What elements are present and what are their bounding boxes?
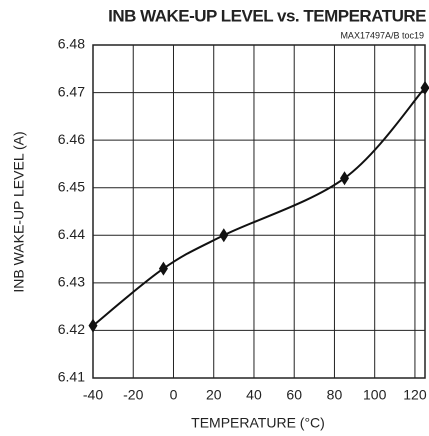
y-tick-label: 6.44 <box>58 226 85 242</box>
x-tick-label: -40 <box>83 387 103 403</box>
y-tick-label: 6.43 <box>58 274 85 290</box>
x-tick-label: 20 <box>206 387 222 403</box>
chart-subtitle: MAX17497A/B toc19 <box>340 30 424 40</box>
x-tick-label: 100 <box>363 387 387 403</box>
data-point <box>158 261 168 276</box>
data-point <box>219 228 229 243</box>
x-axis-label: TEMPERATURE (°C) <box>191 415 325 431</box>
plot-frame <box>92 44 426 379</box>
data-point <box>88 318 98 333</box>
y-tick-label: 6.46 <box>58 131 85 147</box>
x-tick-label: -20 <box>123 387 143 403</box>
x-tick-label: 80 <box>327 387 343 403</box>
y-tick-label: 6.47 <box>58 83 85 99</box>
x-tick-label: 60 <box>286 387 302 403</box>
y-tick-label: 6.45 <box>58 178 85 194</box>
chart-title: INB WAKE-UP LEVEL vs. TEMPERATURE <box>108 6 426 25</box>
y-tick-label: 6.42 <box>58 321 85 337</box>
y-tick-label: 6.41 <box>58 369 85 385</box>
x-tick-label: 40 <box>246 387 262 403</box>
data-point <box>420 80 429 95</box>
data-point <box>340 171 350 186</box>
x-tick-label: 0 <box>170 387 178 403</box>
x-tick-label: 120 <box>403 387 427 403</box>
y-tick-label: 6.48 <box>58 36 85 52</box>
y-axis-label: INB WAKE-UP LEVEL (A) <box>11 131 27 292</box>
data-line <box>92 87 426 327</box>
